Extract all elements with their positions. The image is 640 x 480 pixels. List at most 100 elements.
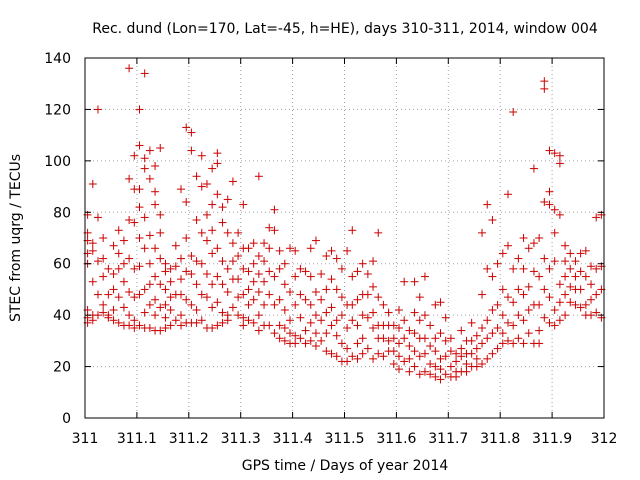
data-point-plus bbox=[239, 200, 248, 209]
y-tick-label: 20 bbox=[53, 360, 71, 376]
data-point-plus bbox=[519, 290, 528, 299]
data-point-plus bbox=[244, 244, 253, 253]
data-point-plus bbox=[104, 264, 113, 273]
data-point-plus bbox=[545, 187, 554, 196]
data-point-plus bbox=[187, 128, 196, 137]
data-point-plus bbox=[436, 329, 445, 338]
data-point-plus bbox=[322, 308, 331, 317]
data-point-plus bbox=[130, 151, 139, 160]
data-point-plus bbox=[498, 285, 507, 294]
data-point-plus bbox=[384, 336, 393, 345]
data-point-plus bbox=[187, 270, 196, 278]
data-point-plus bbox=[296, 290, 305, 299]
data-point-plus bbox=[192, 280, 201, 289]
data-point-plus bbox=[249, 277, 258, 286]
data-point-plus bbox=[348, 300, 357, 309]
data-point-plus bbox=[561, 257, 570, 266]
data-point-plus bbox=[187, 300, 196, 309]
data-point-plus bbox=[472, 354, 481, 363]
data-point-plus bbox=[550, 306, 559, 314]
data-point-plus bbox=[379, 352, 388, 361]
data-point-plus bbox=[254, 326, 263, 335]
data-point-plus bbox=[394, 324, 403, 332]
data-point-plus bbox=[566, 249, 575, 258]
data-point-plus bbox=[177, 321, 186, 330]
data-point-plus bbox=[119, 277, 128, 286]
data-point-plus bbox=[441, 370, 450, 379]
data-point-plus bbox=[270, 329, 279, 338]
data-point-plus bbox=[197, 228, 206, 237]
data-point-plus bbox=[270, 226, 279, 235]
data-point-plus bbox=[540, 313, 549, 322]
data-point-plus bbox=[483, 316, 492, 325]
data-point-plus bbox=[182, 267, 191, 276]
data-point-plus bbox=[343, 357, 352, 366]
data-point-plus bbox=[88, 180, 97, 188]
data-point-plus bbox=[394, 306, 403, 314]
data-point-plus bbox=[145, 259, 154, 268]
data-point-plus bbox=[311, 288, 320, 296]
data-point-plus bbox=[519, 339, 528, 348]
data-point-plus bbox=[311, 329, 320, 338]
data-point-plus bbox=[202, 270, 211, 278]
data-point-plus bbox=[592, 290, 601, 299]
data-point-plus bbox=[254, 288, 263, 296]
data-point-plus bbox=[166, 306, 175, 314]
data-point-plus bbox=[363, 290, 372, 299]
y-tick-labels: 0 20 40 60 80 100 120 140 bbox=[44, 51, 71, 427]
data-point-plus bbox=[472, 344, 481, 353]
data-point-plus bbox=[420, 272, 429, 281]
data-point-plus bbox=[156, 144, 165, 152]
data-point-plus bbox=[327, 321, 336, 330]
data-point-plus bbox=[125, 64, 134, 73]
data-point-plus bbox=[301, 326, 310, 335]
data-point-plus bbox=[151, 311, 160, 320]
data-point-plus bbox=[187, 146, 196, 155]
data-point-plus bbox=[161, 313, 170, 322]
data-point-plus bbox=[109, 270, 118, 278]
data-point-plus bbox=[114, 293, 123, 302]
data-point-plus bbox=[576, 285, 585, 294]
data-point-plus bbox=[592, 308, 601, 317]
data-point-plus bbox=[166, 293, 175, 302]
data-point-plus bbox=[410, 277, 419, 286]
data-point-plus bbox=[239, 313, 248, 322]
data-point-plus bbox=[498, 339, 507, 348]
y-tick-label: 60 bbox=[53, 257, 71, 273]
data-point-plus bbox=[509, 108, 518, 116]
data-point-plus bbox=[249, 239, 258, 248]
data-point-plus bbox=[223, 228, 232, 237]
data-point-plus bbox=[192, 318, 201, 327]
data-point-plus bbox=[369, 354, 378, 363]
data-point-plus bbox=[550, 228, 559, 237]
data-point-plus bbox=[197, 259, 206, 268]
data-point-plus bbox=[151, 272, 160, 281]
data-point-plus bbox=[280, 280, 289, 289]
data-point-plus bbox=[514, 334, 523, 343]
data-point-plus bbox=[353, 339, 362, 348]
data-point-plus bbox=[93, 105, 102, 114]
data-point-plus bbox=[576, 267, 585, 276]
data-point-plus bbox=[208, 280, 217, 289]
data-point-plus bbox=[509, 321, 518, 330]
data-point-plus bbox=[327, 275, 336, 284]
data-point-plus bbox=[410, 329, 419, 338]
data-point-plus bbox=[286, 329, 295, 338]
data-point-plus bbox=[503, 293, 512, 302]
data-point-plus bbox=[166, 264, 175, 273]
data-point-plus bbox=[88, 316, 97, 325]
data-point-plus bbox=[135, 321, 144, 330]
data-point-plus bbox=[228, 177, 237, 186]
data-point-plus bbox=[254, 252, 263, 260]
data-point-plus bbox=[374, 293, 383, 302]
data-point-plus bbox=[524, 244, 533, 253]
data-point-plus bbox=[493, 344, 502, 353]
data-point-plus bbox=[208, 164, 217, 173]
data-point-plus bbox=[493, 324, 502, 332]
data-point-plus bbox=[145, 174, 154, 183]
data-point-plus bbox=[218, 280, 227, 289]
data-point-plus bbox=[125, 321, 134, 330]
data-point-plus bbox=[135, 262, 144, 271]
data-point-plus bbox=[317, 336, 326, 345]
data-point-plus bbox=[587, 295, 596, 304]
